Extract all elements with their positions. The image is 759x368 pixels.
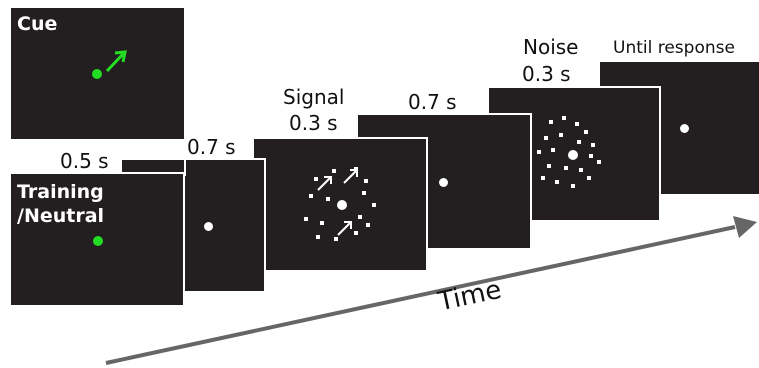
stimulus-dot <box>575 122 579 126</box>
fixation-dot <box>568 150 578 160</box>
motion-arrows <box>317 169 358 236</box>
stimulus-dot <box>320 221 324 225</box>
stimulus-dot <box>579 168 583 172</box>
stimulus-dot <box>571 184 575 188</box>
stimulus-dot <box>309 194 313 198</box>
stimulus-dot <box>366 223 370 227</box>
stage-duration-0: 0.5 s <box>60 149 109 173</box>
fixation-dot <box>204 222 213 231</box>
training-title-line1: Training <box>17 181 104 203</box>
stimulus-dot <box>559 133 563 137</box>
stimulus-dot <box>549 120 553 124</box>
fixation-dot <box>439 178 448 187</box>
stimulus-dot <box>544 136 548 140</box>
stimulus-dot <box>364 179 368 183</box>
stimulus-dot <box>372 203 376 207</box>
stimulus-dot <box>537 150 541 154</box>
stimulus-dot <box>334 237 338 241</box>
stimulus-dot <box>584 130 588 134</box>
stimulus-dot <box>589 154 593 158</box>
fixation-dot <box>680 124 689 133</box>
stimulus-dot <box>562 116 566 120</box>
training-title-line2: /Neutral <box>17 205 105 227</box>
stimulus-dot <box>591 143 595 147</box>
arrow-up-right-icon <box>105 50 127 73</box>
stimulus-dot <box>304 217 308 221</box>
stimulus-dot <box>547 164 551 168</box>
stage-duration-noise: 0.3 s <box>522 62 571 86</box>
stage-name-until-response: Until response <box>613 38 735 58</box>
fixation-dot <box>337 200 347 210</box>
stage-name-signal: Signal <box>283 85 345 109</box>
cue-panel: Cue <box>11 8 184 139</box>
stimulus-dot <box>587 176 591 180</box>
cue-title: Cue <box>17 13 58 35</box>
stimulus-dot <box>597 160 601 164</box>
stimulus-dot <box>316 235 320 239</box>
stimulus-dot <box>362 191 366 195</box>
stimulus-dot <box>332 169 336 173</box>
stimulus-dot <box>564 166 568 170</box>
cue-fixation-dot <box>92 69 102 79</box>
delay-panel-0 <box>120 158 186 176</box>
stimulus-dot <box>314 177 318 181</box>
stimulus-dot <box>577 140 581 144</box>
training-fixation-dot <box>93 236 103 246</box>
signal-panel <box>252 137 428 272</box>
training-neutral-panel: Training /Neutral <box>9 172 185 307</box>
stimulus-dot <box>555 180 559 184</box>
stage-duration-signal: 0.3 s <box>289 111 338 135</box>
stimulus-dot <box>541 176 545 180</box>
stimulus-dot <box>358 215 362 219</box>
stage-duration-3: 0.7 s <box>408 90 457 114</box>
stimulus-dot <box>354 231 358 235</box>
stimulus-dot <box>326 197 330 201</box>
stage-name-noise: Noise <box>523 35 579 59</box>
stage-duration-1: 0.7 s <box>187 135 236 159</box>
stimulus-dot <box>551 148 555 152</box>
